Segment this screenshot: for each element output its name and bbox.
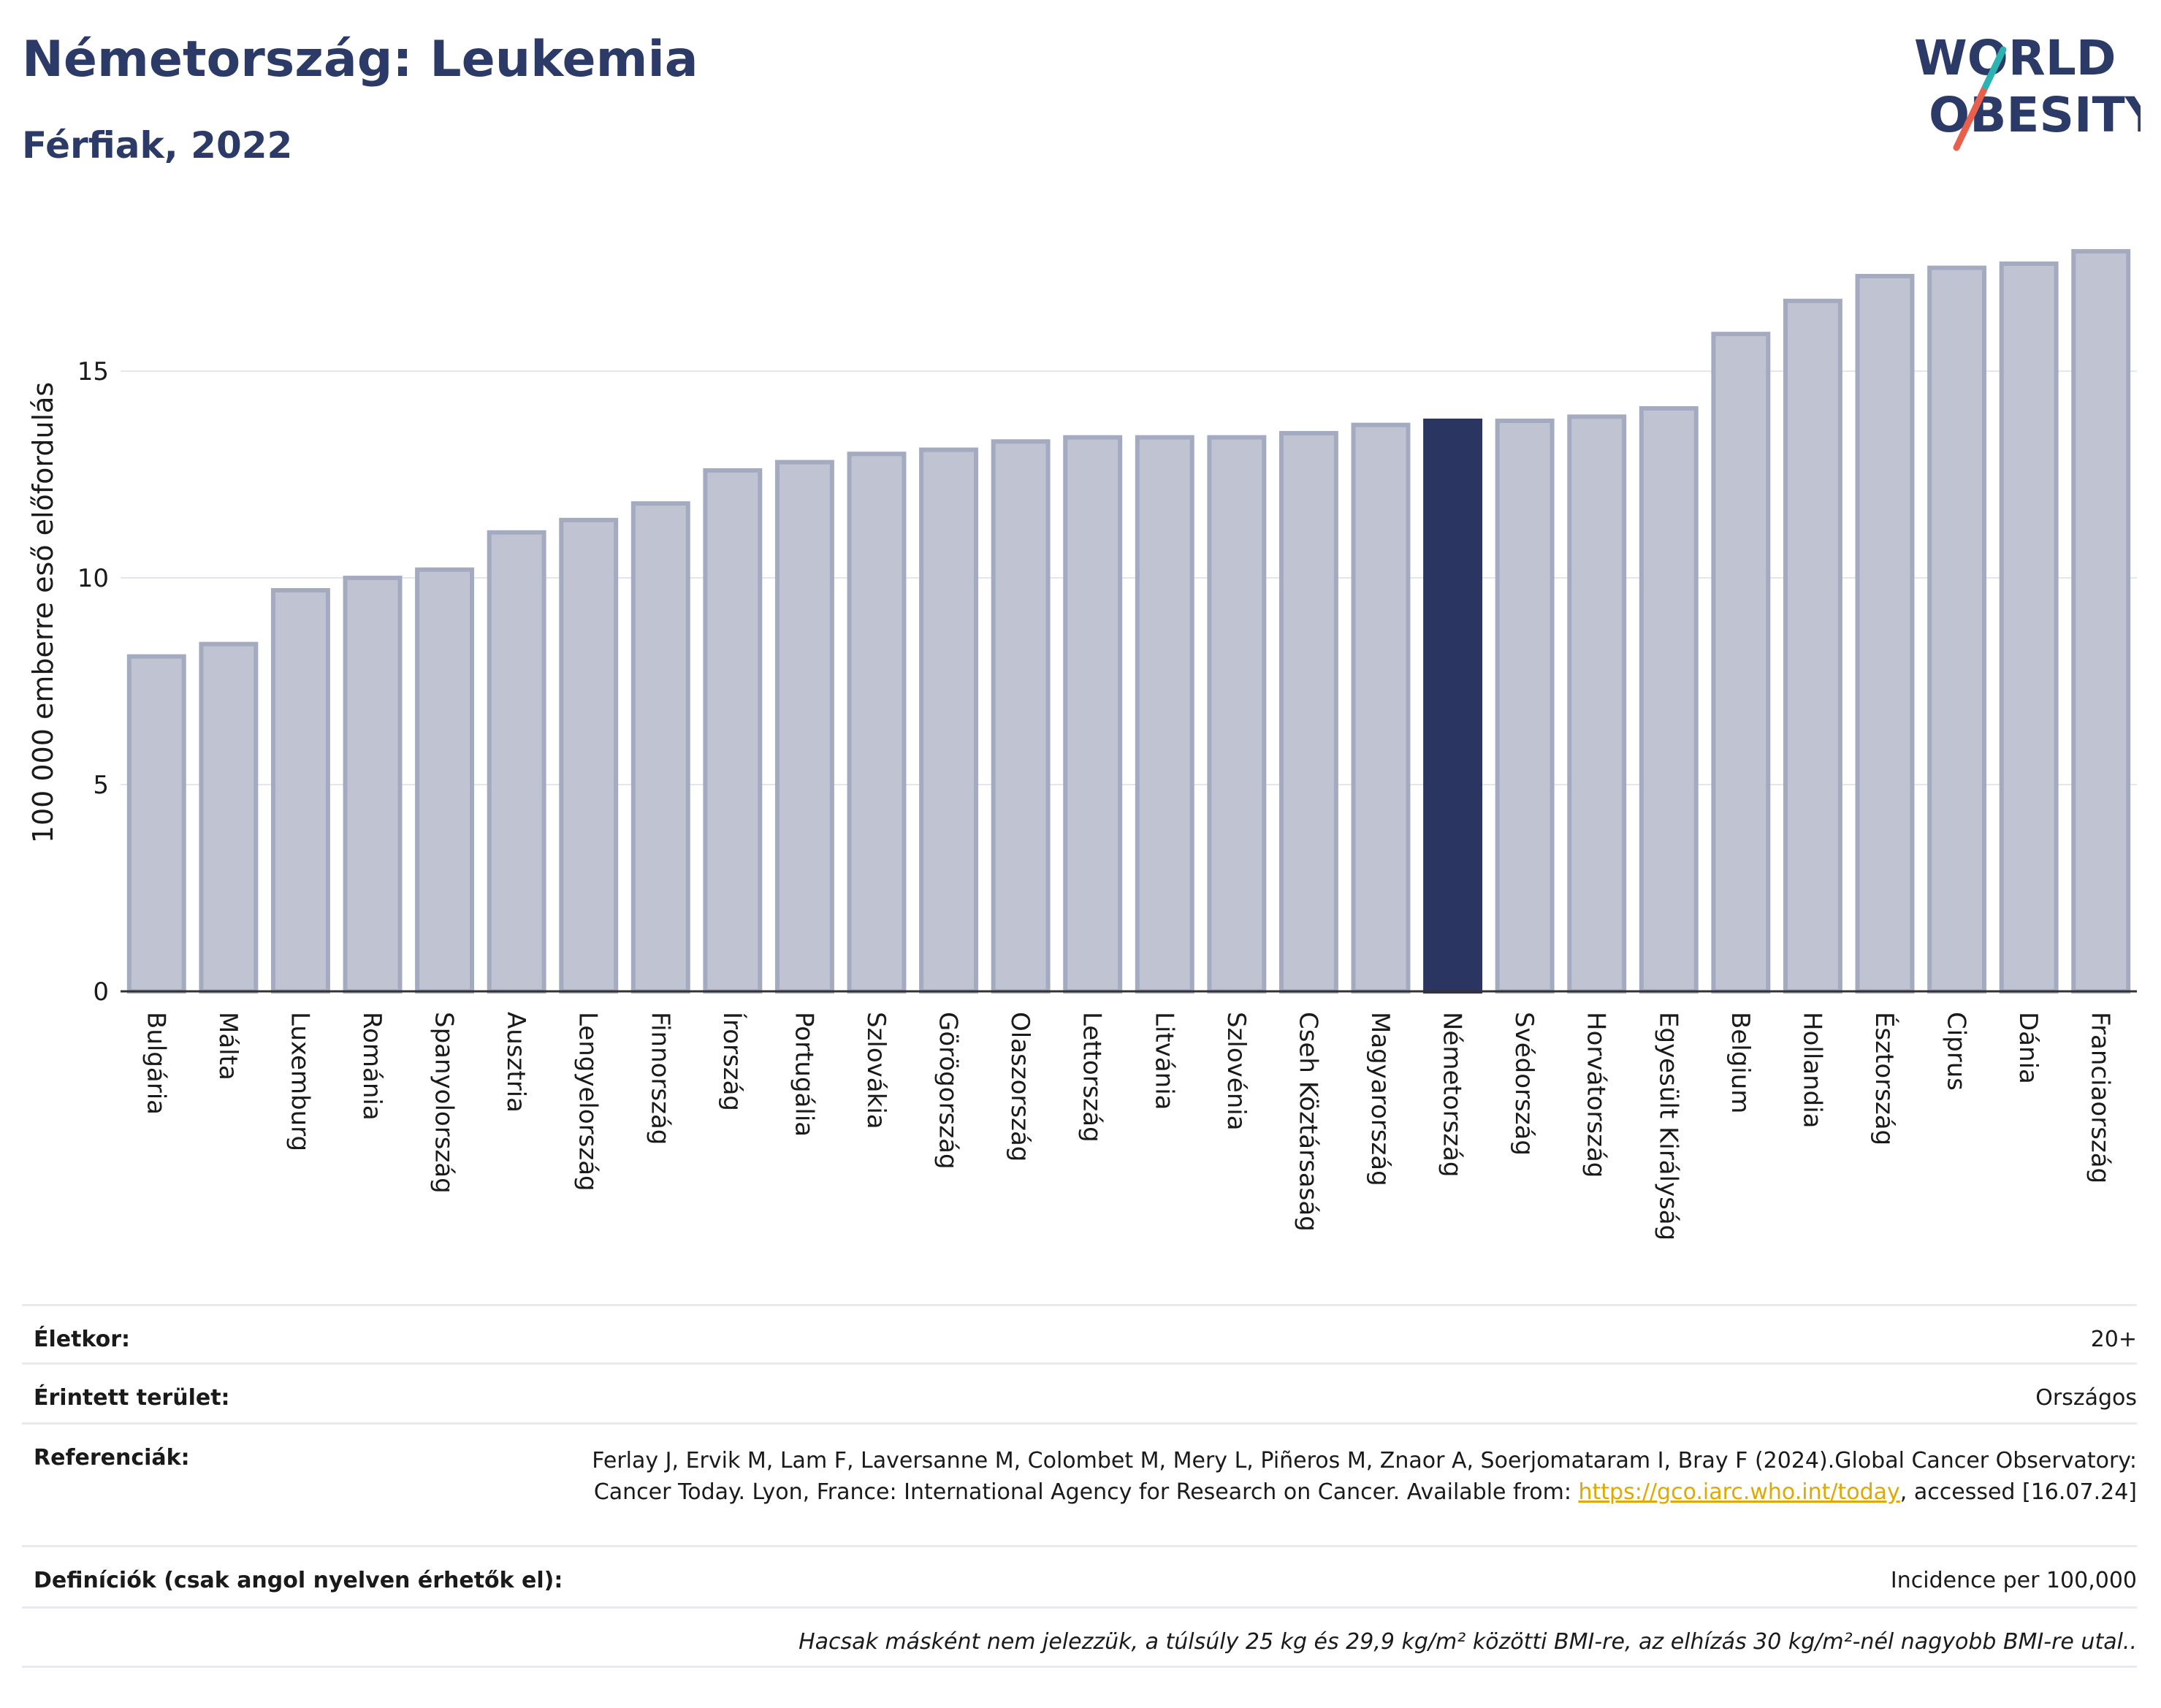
page-subtitle: Férfiak, 2022 bbox=[22, 124, 293, 167]
area-value: Országos bbox=[2035, 1385, 2137, 1411]
meta-row-definitions: Definíciók (csak angol nyelven érhetők e… bbox=[22, 1545, 2137, 1606]
logo-slash-teal bbox=[1982, 46, 2007, 90]
x-tick-label: Írország bbox=[717, 1012, 747, 1111]
age-value: 20+ bbox=[2090, 1327, 2137, 1352]
bmi-note: Hacsak másként nem jelezzük, a túlsúly 2… bbox=[799, 1629, 2137, 1655]
x-tick-label: Ausztria bbox=[501, 1012, 530, 1113]
x-tick-label: Görögország bbox=[934, 1012, 963, 1170]
bar-málta bbox=[199, 641, 259, 994]
y-axis-ticks: 0 5 10 15 bbox=[77, 357, 109, 1007]
bar-németország bbox=[1423, 418, 1483, 994]
x-tick-label: Észtország bbox=[1870, 1012, 1899, 1145]
references-text-2: , accessed [16.07.24] bbox=[1899, 1479, 2137, 1505]
x-tick-label: Lettország bbox=[1078, 1012, 1107, 1143]
bar-belgium bbox=[1711, 332, 1771, 994]
bar-horvátország bbox=[1567, 414, 1627, 994]
x-tick-label: Cseh Köztársaság bbox=[1293, 1012, 1322, 1232]
x-tick-label: Horvátország bbox=[1582, 1012, 1611, 1178]
meta-row-area: Érintett terület: Országos bbox=[22, 1362, 2137, 1422]
bar-románia bbox=[343, 576, 403, 994]
y-tick-label: 15 bbox=[77, 357, 109, 386]
bar-görögország bbox=[919, 447, 979, 994]
page-title: Németország: Leukemia bbox=[22, 31, 698, 88]
references-label: Referenciák: bbox=[34, 1445, 190, 1471]
bar-lettország bbox=[1063, 435, 1123, 994]
bar-spanyolország bbox=[415, 567, 475, 994]
references-value: Ferlay J, Ervik M, Lam F, Laversanne M, … bbox=[566, 1445, 2137, 1508]
x-tick-label: Portugália bbox=[789, 1012, 818, 1137]
bar-írország bbox=[703, 468, 763, 994]
y-axis-label: 100 000 emberre eső előfordulás bbox=[27, 382, 59, 843]
bar-finnország bbox=[630, 501, 690, 994]
meta-row-age: Életkor: 20+ bbox=[22, 1304, 2137, 1362]
x-tick-label: Egyesült Királyság bbox=[1653, 1012, 1682, 1240]
definitions-value: Incidence per 100,000 bbox=[1890, 1568, 2137, 1593]
bar-szlovákia bbox=[847, 451, 907, 994]
x-tick-label: Szlovénia bbox=[1221, 1012, 1251, 1131]
bar-magyarország bbox=[1351, 422, 1411, 994]
world-obesity-logo: WORLD OBESITY bbox=[1914, 30, 2141, 151]
bar-luxemburg bbox=[270, 588, 330, 994]
age-label: Életkor: bbox=[34, 1327, 131, 1352]
meta-row-references: Referenciák: Ferlay J, Ervik M, Lam F, L… bbox=[22, 1422, 2137, 1545]
x-tick-label: Málta bbox=[213, 1012, 243, 1080]
bar-chart: 0 5 10 15 Bulgária Málta Luxemburg Románia Span… bbox=[27, 248, 2137, 1240]
bars bbox=[126, 248, 2131, 994]
x-tick-label: Hollandia bbox=[1797, 1012, 1826, 1129]
logo-slash-red bbox=[1953, 83, 1989, 151]
x-tick-label: Litvánia bbox=[1149, 1012, 1178, 1110]
x-tick-label: Szlovákia bbox=[861, 1012, 891, 1129]
x-tick-label: Spanyolország bbox=[430, 1012, 459, 1194]
bar-franciaország bbox=[2071, 248, 2131, 994]
bar-ciprus bbox=[1927, 265, 1987, 994]
bar-lengyelország bbox=[559, 517, 619, 994]
bar-svédország bbox=[1495, 418, 1555, 994]
definitions-label: Definíciók (csak angol nyelven érhetők e… bbox=[34, 1568, 563, 1593]
meta-row-note: Hacsak másként nem jelezzük, a túlsúly 2… bbox=[22, 1606, 2137, 1668]
y-tick-label: 0 bbox=[93, 977, 109, 1007]
x-tick-label: Belgium bbox=[1726, 1012, 1755, 1113]
bar-szlovénia bbox=[1207, 435, 1267, 994]
bar-litvánia bbox=[1135, 435, 1194, 994]
bar-olaszország bbox=[991, 439, 1051, 994]
bar-bulgária bbox=[126, 654, 186, 994]
x-tick-label: Románia bbox=[357, 1012, 386, 1121]
bar-egyesült-királyság bbox=[1639, 406, 1699, 994]
x-tick-label: Olaszország bbox=[1005, 1012, 1034, 1162]
logo-line1: WORLD bbox=[1914, 30, 2116, 86]
x-tick-label: Németország bbox=[1438, 1012, 1467, 1177]
y-tick-label: 10 bbox=[77, 564, 109, 593]
x-tick-label: Lengyelország bbox=[573, 1012, 603, 1192]
x-tick-label: Luxemburg bbox=[285, 1012, 314, 1151]
metadata-table: Életkor: 20+ Érintett terület: Országos … bbox=[22, 1304, 2137, 1668]
x-tick-label: Ciprus bbox=[1942, 1012, 1971, 1091]
bar-hollandia bbox=[1783, 298, 1842, 994]
bar-észtország bbox=[1855, 273, 1915, 994]
x-tick-label: Magyarország bbox=[1365, 1012, 1395, 1186]
references-text-1: Ferlay J, Ervik M, Lam F, Laversanne M, … bbox=[592, 1448, 2137, 1505]
references-link[interactable]: https://gco.iarc.who.int/today bbox=[1578, 1479, 1900, 1505]
x-tick-label: Franciaország bbox=[2086, 1012, 2115, 1183]
bar-dánia bbox=[1999, 261, 2059, 994]
x-tick-label: Dánia bbox=[2013, 1012, 2043, 1084]
area-label: Érintett terület: bbox=[34, 1385, 230, 1411]
x-tick-label: Finnország bbox=[645, 1012, 674, 1145]
y-tick-label: 5 bbox=[93, 771, 109, 800]
bar-portugália bbox=[774, 460, 834, 994]
bar-ausztria bbox=[487, 530, 546, 994]
bar-cseh-köztársaság bbox=[1278, 430, 1338, 994]
x-tick-label: Bulgária bbox=[141, 1012, 170, 1115]
x-axis-ticks: Bulgária Málta Luxemburg Románia Spanyolorsz… bbox=[141, 1012, 2114, 1240]
x-tick-label: Svédország bbox=[1509, 1012, 1539, 1156]
